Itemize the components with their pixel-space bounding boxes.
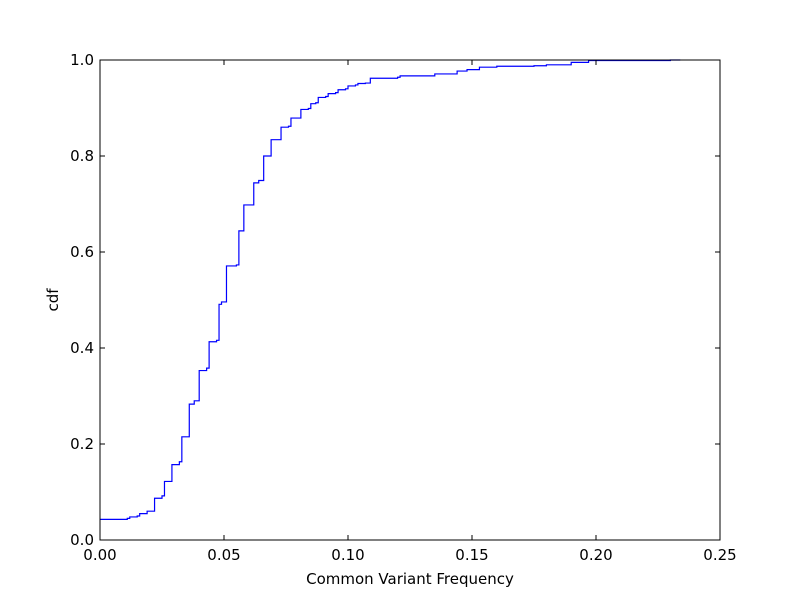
y-axis-label: cdf xyxy=(44,288,62,312)
y-tick-label: 0.8 xyxy=(70,147,94,165)
y-tick-label: 0.6 xyxy=(70,243,94,261)
x-tick-label: 0.05 xyxy=(207,546,240,564)
plot-area xyxy=(100,59,681,520)
x-axis-label: Common Variant Frequency xyxy=(306,570,514,588)
x-tick-label: 0.10 xyxy=(331,546,364,564)
y-tick-label: 0.4 xyxy=(70,339,94,357)
x-tick-label: 0.00 xyxy=(83,546,116,564)
x-tick-label: 0.20 xyxy=(579,546,612,564)
axes-frame xyxy=(99,59,721,541)
y-tick-label: 1.0 xyxy=(70,51,94,69)
y-tick-label: 0.2 xyxy=(70,435,94,453)
y-tick-label: 0.0 xyxy=(70,531,94,549)
cdf-series-line xyxy=(100,59,681,520)
axis-ticks: 0.00 0.05 0.10 0.15 0.20 0.25 0.0 0.2 0.4 0.6 0.8 1… xyxy=(70,51,737,564)
x-tick-label: 0.15 xyxy=(455,546,488,564)
x-tick-label: 0.25 xyxy=(703,546,736,564)
